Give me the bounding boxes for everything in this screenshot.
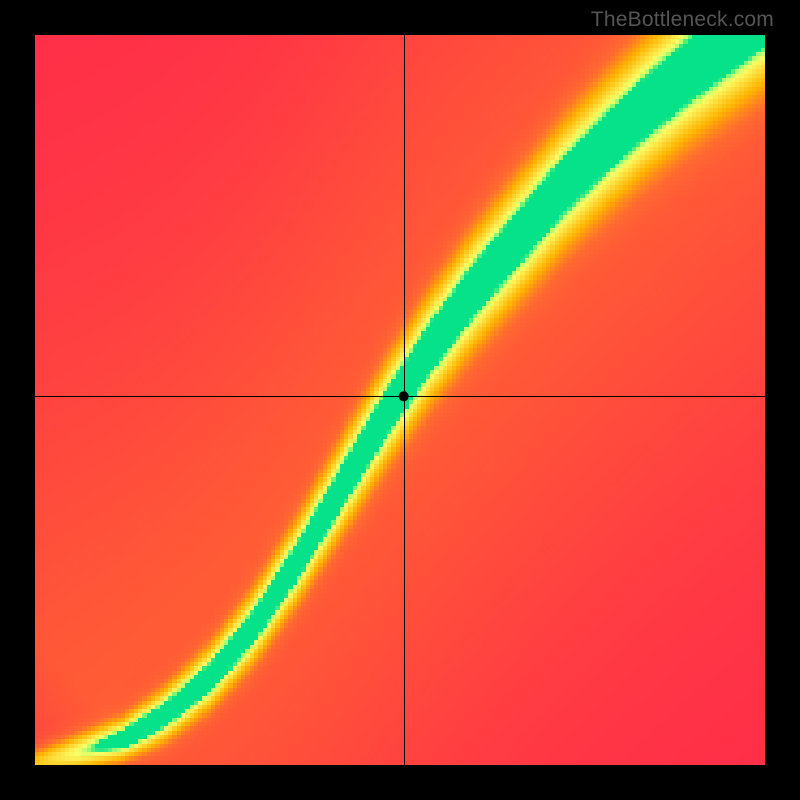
bottleneck-heatmap: [0, 0, 800, 800]
watermark-text: TheBottleneck.com: [591, 8, 774, 32]
chart-container: TheBottleneck.com: [0, 0, 800, 800]
